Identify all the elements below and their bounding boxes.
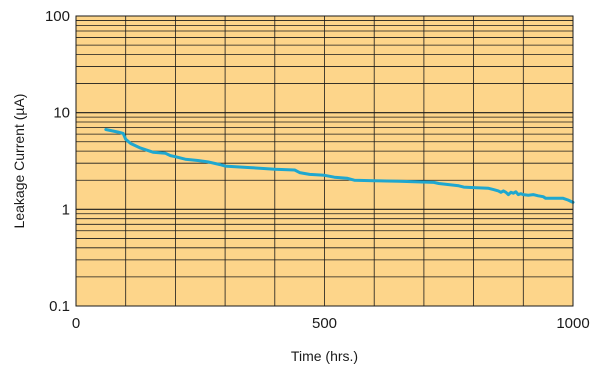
plot-frame bbox=[75, 15, 574, 307]
x-tick-label: 500 bbox=[312, 315, 337, 332]
y-tick-labels: 0.1 1 10 100 bbox=[45, 8, 70, 315]
y-tick-label: 100 bbox=[45, 8, 70, 25]
grid-layer bbox=[76, 16, 573, 306]
y-tick-label: 0.1 bbox=[49, 298, 70, 315]
series-line-leakage bbox=[104, 128, 575, 204]
y-tick-label: 1 bbox=[62, 201, 70, 218]
x-tick-labels: 0 500 1000 bbox=[72, 315, 590, 332]
y-tick-label: 10 bbox=[53, 105, 70, 122]
x-tick-label: 1000 bbox=[556, 315, 589, 332]
x-axis-title: Time (hrs.) bbox=[291, 348, 358, 364]
x-tick-label: 0 bbox=[72, 315, 80, 332]
y-axis-title: Leakage Current (µA) bbox=[11, 94, 27, 229]
